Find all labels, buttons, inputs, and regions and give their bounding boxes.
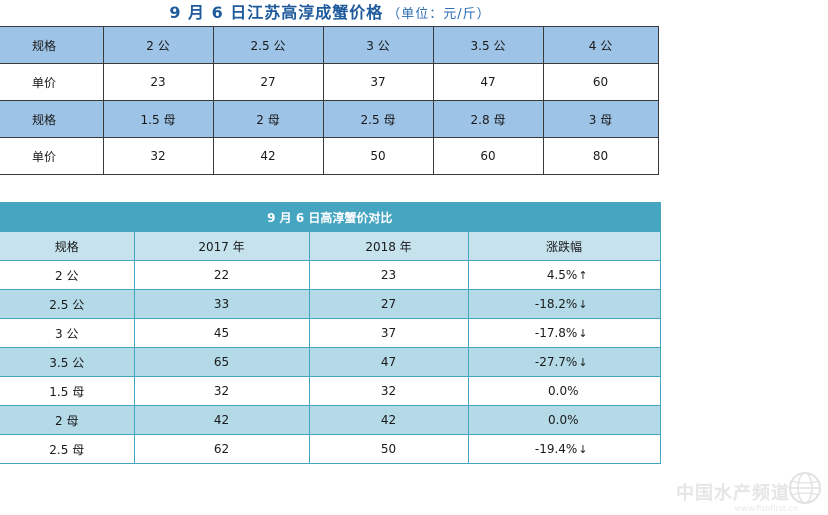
column-header: 涨跌幅 — [467, 231, 661, 261]
price-cell: 42 — [308, 405, 469, 435]
spec-cell: 2 公 — [0, 260, 135, 290]
change-cell: -27.7%↓ — [467, 347, 661, 377]
table-cell: 1.5 母 — [102, 100, 214, 138]
price-cell: 22 — [133, 260, 310, 290]
table-row: 3 公 45 37 -17.8%↓ — [0, 318, 661, 348]
change-value: -17.8% — [534, 326, 578, 340]
price-cell: 65 — [133, 347, 310, 377]
row-label-cell: 规格 — [0, 100, 104, 138]
change-value: 0.0% — [548, 413, 579, 427]
table-row: 2 公 22 23 4.5%↑ — [0, 260, 661, 290]
table-cell: 23 — [102, 63, 214, 101]
compare-table-title-row: 9 月 6 日高淳蟹价对比 — [0, 202, 661, 232]
change-value: 4.5% — [546, 268, 578, 282]
table-cell: 2.5 公 — [212, 26, 324, 64]
table-cell: 50 — [322, 137, 434, 175]
arrow-down-icon: ↓ — [578, 327, 588, 340]
table-cell: 2.5 母 — [322, 100, 434, 138]
table-cell: 32 — [102, 137, 214, 175]
spec-cell: 1.5 母 — [0, 376, 135, 406]
compare-table-title: 9 月 6 日高淳蟹价对比 — [0, 202, 661, 232]
arrow-up-icon: ↑ — [578, 269, 588, 282]
table-cell: 3 母 — [542, 100, 659, 138]
arrow-down-icon: ↓ — [578, 298, 588, 311]
change-cell: -19.4%↓ — [467, 434, 661, 464]
table-cell: 42 — [212, 137, 324, 175]
table-cell: 2.8 母 — [432, 100, 544, 138]
price-cell: 33 — [133, 289, 310, 319]
table-cell: 37 — [322, 63, 434, 101]
table-cell: 2 母 — [212, 100, 324, 138]
arrow-down-icon: ↓ — [578, 443, 588, 456]
spec-cell: 3 公 — [0, 318, 135, 348]
column-header: 2017 年 — [133, 231, 310, 261]
price-cell: 23 — [308, 260, 469, 290]
price-cell: 32 — [308, 376, 469, 406]
table-row: 2 母 42 42 0.0% — [0, 405, 661, 435]
price-row: 单价 32 42 50 60 80 — [0, 137, 659, 175]
price-cell: 47 — [308, 347, 469, 377]
row-label-cell: 单价 — [0, 63, 104, 101]
price-cell: 45 — [133, 318, 310, 348]
globe-icon — [789, 472, 821, 504]
column-header: 2018 年 — [308, 231, 469, 261]
watermark-logo: 中国水产频道 — [676, 483, 790, 504]
price-cell: 37 — [308, 318, 469, 348]
table-cell: 3.5 公 — [432, 26, 544, 64]
price-cell: 27 — [308, 289, 469, 319]
change-cell: 0.0% — [467, 376, 661, 406]
table-row: 2.5 母 62 50 -19.4%↓ — [0, 434, 661, 464]
price-row: 单价 23 27 37 47 60 — [0, 63, 659, 101]
arrow-down-icon: ↓ — [578, 356, 588, 369]
spec-cell: 3.5 公 — [0, 347, 135, 377]
price-cell: 62 — [133, 434, 310, 464]
price-cell: 50 — [308, 434, 469, 464]
table-cell: 3 公 — [322, 26, 434, 64]
price-table-unit: （单位：元/斤） — [387, 7, 491, 22]
change-value: -19.4% — [534, 442, 578, 456]
price-cell: 42 — [133, 405, 310, 435]
change-cell: 0.0% — [467, 405, 661, 435]
change-cell: -18.2%↓ — [467, 289, 661, 319]
price-table-title: 9 月 6 日江苏高淳成蟹价格 （单位：元/斤） — [0, 0, 660, 26]
table-row: 1.5 母 32 32 0.0% — [0, 376, 661, 406]
spec-cell: 2 母 — [0, 405, 135, 435]
change-value: 0.0% — [548, 384, 579, 398]
compare-table-header-row: 规格 2017 年 2018 年涨跌幅 — [0, 231, 661, 261]
table-cell: 4 公 — [542, 26, 659, 64]
change-value: -27.7% — [534, 355, 578, 369]
column-header: 规格 — [0, 231, 135, 261]
table-cell: 47 — [432, 63, 544, 101]
table-cell: 27 — [212, 63, 324, 101]
row-label-cell: 规格 — [0, 26, 104, 64]
spec-cell: 2.5 公 — [0, 289, 135, 319]
compare-table: 9 月 6 日高淳蟹价对比 规格 2017 年 2018 年涨跌幅 2 公 22 23 4… — [0, 202, 661, 464]
table-row: 3.5 公 65 47 -27.7%↓ — [0, 347, 661, 377]
table-cell: 80 — [542, 137, 659, 175]
price-table-title-text: 9 月 6 日江苏高淳成蟹价格 — [169, 3, 384, 22]
change-cell: 4.5%↑ — [467, 260, 661, 290]
change-cell: -17.8%↓ — [467, 318, 661, 348]
change-value: -18.2% — [534, 297, 578, 311]
table-row: 2.5 公 33 27 -18.2%↓ — [0, 289, 661, 319]
table-cell: 60 — [432, 137, 544, 175]
price-cell: 32 — [133, 376, 310, 406]
spec-cell: 2.5 母 — [0, 434, 135, 464]
table-cell: 2 公 — [102, 26, 214, 64]
row-label-cell: 单价 — [0, 137, 104, 175]
table-cell: 60 — [542, 63, 659, 101]
watermark-url: www.fishfirst.cn — [734, 504, 798, 513]
